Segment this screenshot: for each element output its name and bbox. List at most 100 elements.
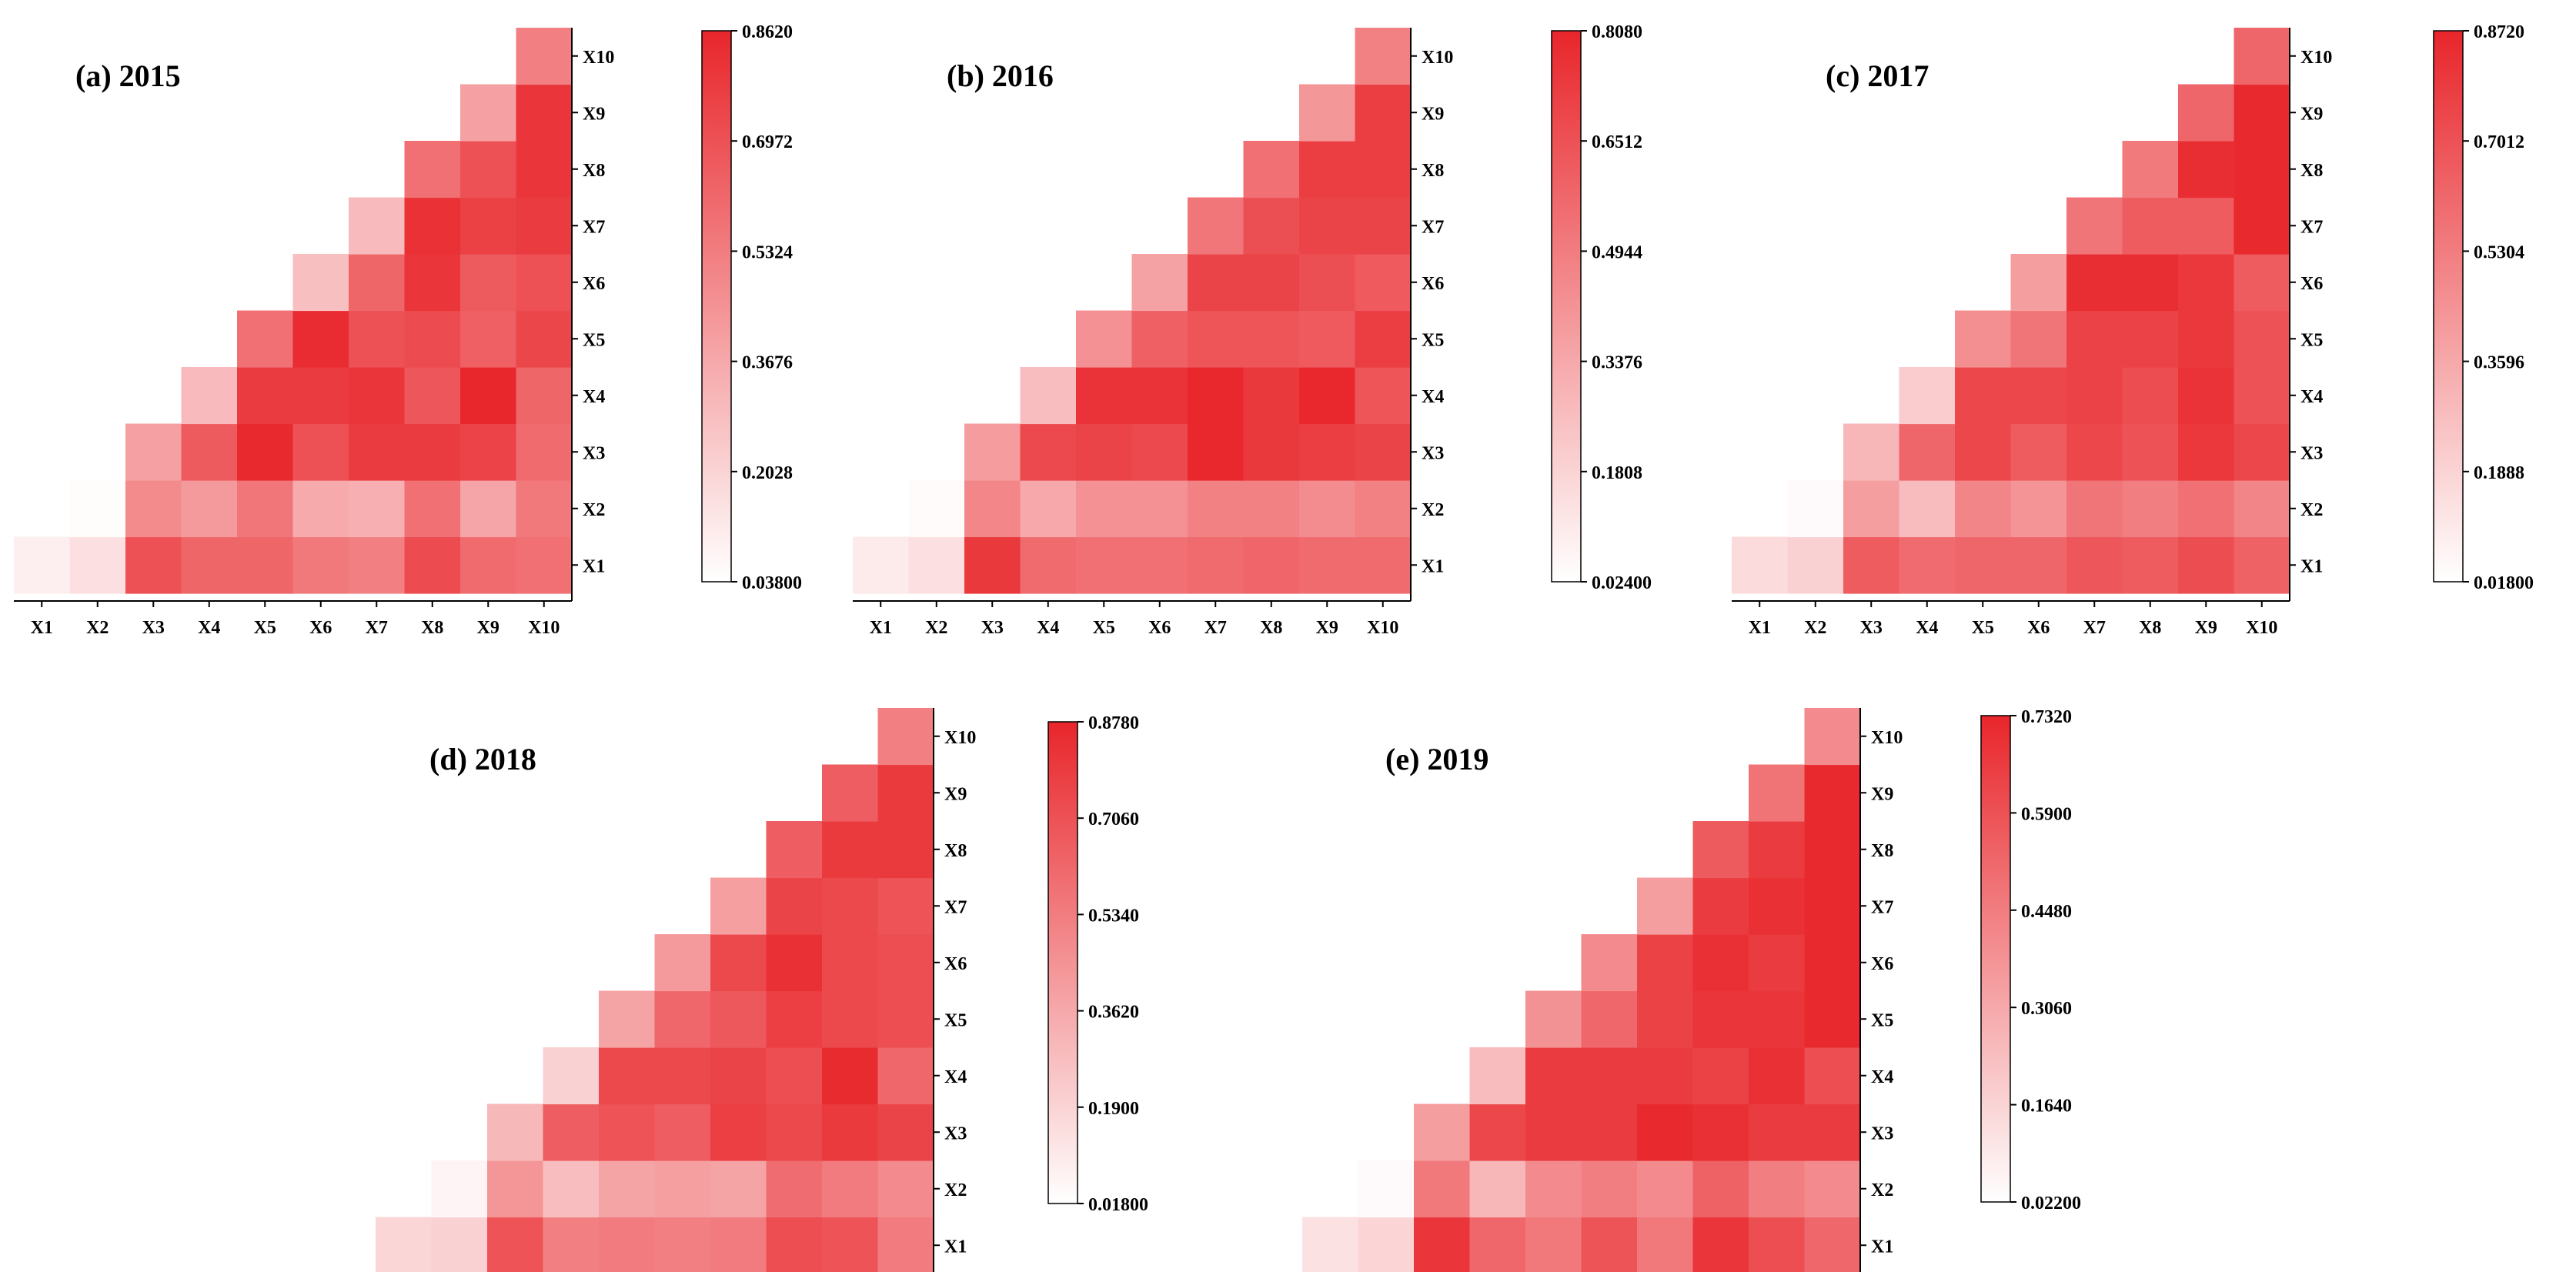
- x-tick-label: X7: [366, 618, 388, 638]
- heatmap-cell: [853, 536, 910, 594]
- heatmap-cell: [487, 1160, 544, 1218]
- heatmap-cell: [404, 197, 461, 255]
- y-tick-label: X7: [583, 217, 605, 237]
- heatmap-cell: [1020, 536, 1077, 594]
- heatmap-cell: [237, 423, 294, 481]
- y-tick-label: X5: [944, 1010, 967, 1030]
- x-tick-label: X8: [2139, 618, 2161, 638]
- heatmap-cell: [404, 423, 461, 481]
- heatmap-cell: [1355, 480, 1412, 538]
- y-tick-label: X4: [1422, 387, 1444, 407]
- heatmap-cell: [1020, 367, 1077, 425]
- heatmap-cell: [766, 877, 823, 935]
- y-tick-label: X6: [2300, 274, 2323, 294]
- heatmap-cell: [1358, 1160, 1415, 1218]
- heatmap-cell: [1414, 1103, 1471, 1161]
- heatmap-cell: [2010, 480, 2067, 538]
- colorbar: [2433, 30, 2464, 583]
- colorbar-tick-label: 0.7320: [2021, 707, 2072, 727]
- heatmap-cell: [2122, 536, 2179, 594]
- heatmap-cell: [1637, 990, 1694, 1048]
- y-tick-label: X4: [2300, 387, 2323, 407]
- heatmap-cell: [710, 1047, 767, 1105]
- heatmap-cell: [1299, 480, 1356, 538]
- colorbar-tick-label: 0.1640: [2021, 1097, 2072, 1117]
- heatmap-cell: [822, 990, 879, 1048]
- colorbar-tick-label: 0.2028: [742, 463, 793, 483]
- heatmap-cell: [599, 1217, 656, 1272]
- colorbar: [1047, 721, 1078, 1204]
- heatmap-cell: [1302, 1217, 1359, 1272]
- heatmap-cell: [1749, 877, 1806, 935]
- heatmap-cell: [2234, 423, 2290, 481]
- heatmap-cell: [599, 1160, 656, 1218]
- heatmap-cell: [2234, 197, 2290, 255]
- heatmap-cell: [1804, 934, 1861, 992]
- heatmap-cell: [877, 934, 934, 992]
- heatmap-cell: [2178, 254, 2235, 312]
- heatmap-cell: [2178, 536, 2235, 594]
- heatmap-cell: [1899, 367, 1956, 425]
- colorbar-tick-label: 0.01800: [1088, 1195, 1148, 1215]
- heatmap-cell: [1804, 877, 1861, 935]
- y-tick-label: X4: [583, 387, 605, 407]
- heatmap-cell: [1469, 1217, 1526, 1272]
- colorbar-tick-label: 0.3060: [2021, 999, 2072, 1019]
- heatmap-cell: [125, 480, 182, 538]
- heatmap-cell: [1804, 1103, 1861, 1161]
- y-tick-label: X10: [2300, 48, 2332, 68]
- heatmap-cell: [1692, 1047, 1749, 1105]
- heatmap-cell: [1955, 310, 2012, 368]
- heatmap-cell: [460, 423, 517, 481]
- heatmap-cell: [654, 1103, 711, 1161]
- heatmap-cell: [1188, 536, 1245, 594]
- heatmap-panel: X1X2X3X4X5X6X7X8X9X10X1X2X3X4X5X6X7X8X9X…: [1302, 707, 2081, 1272]
- heatmap-cell: [460, 197, 517, 255]
- panel-title: (b) 2016: [947, 58, 1054, 93]
- heatmap-cell: [2066, 367, 2123, 425]
- heatmap-cell: [1899, 536, 1956, 594]
- heatmap-cell: [1804, 1047, 1861, 1105]
- heatmap-cell: [766, 1103, 823, 1161]
- heatmap-cell: [1955, 536, 2012, 594]
- y-tick-label: X2: [944, 1180, 967, 1200]
- heatmap-cell: [487, 1217, 544, 1272]
- heatmap-cell: [404, 310, 461, 368]
- y-tick-label: X2: [583, 500, 605, 520]
- x-tick-label: X4: [1916, 618, 1938, 638]
- heatmap-cell: [1469, 1160, 1526, 1218]
- heatmap-cell: [1804, 821, 1861, 879]
- y-tick-label: X6: [583, 274, 605, 294]
- y-tick-label: X7: [1871, 897, 1893, 917]
- heatmap-cell: [1804, 764, 1861, 822]
- heatmap-cell: [1243, 310, 1300, 368]
- y-tick-label: X3: [1871, 1123, 1893, 1143]
- heatmap-cell: [710, 1103, 767, 1161]
- heatmap-cell: [2122, 254, 2179, 312]
- heatmap-cell: [125, 536, 182, 594]
- heatmap-cell: [964, 423, 1021, 481]
- y-tick-label: X4: [1871, 1067, 1893, 1087]
- heatmap-cell: [2010, 423, 2067, 481]
- heatmap-cell: [516, 84, 573, 142]
- heatmap-cell: [516, 536, 573, 594]
- heatmap-cell: [516, 310, 573, 368]
- heatmap-cell: [292, 310, 349, 368]
- heatmap-cell: [349, 197, 406, 255]
- heatmap-cell: [654, 990, 711, 1048]
- heatmap-cell: [654, 1217, 711, 1272]
- heatmap-cell: [1804, 708, 1861, 766]
- heatmap-cell: [1749, 990, 1806, 1048]
- heatmap-cell: [1692, 990, 1749, 1048]
- heatmap-cell: [69, 536, 126, 594]
- y-tick-label: X9: [583, 104, 605, 124]
- heatmap-cell: [2234, 536, 2290, 594]
- heatmap-cell: [599, 1103, 656, 1161]
- heatmap-cell: [2122, 423, 2179, 481]
- x-tick-label: X2: [1804, 618, 1826, 638]
- y-tick-label: X7: [944, 897, 967, 917]
- heatmap-cell: [1299, 197, 1356, 255]
- y-tick-label: X6: [944, 954, 967, 974]
- heatmap-cell: [1131, 536, 1188, 594]
- x-tick-label: X10: [528, 618, 560, 638]
